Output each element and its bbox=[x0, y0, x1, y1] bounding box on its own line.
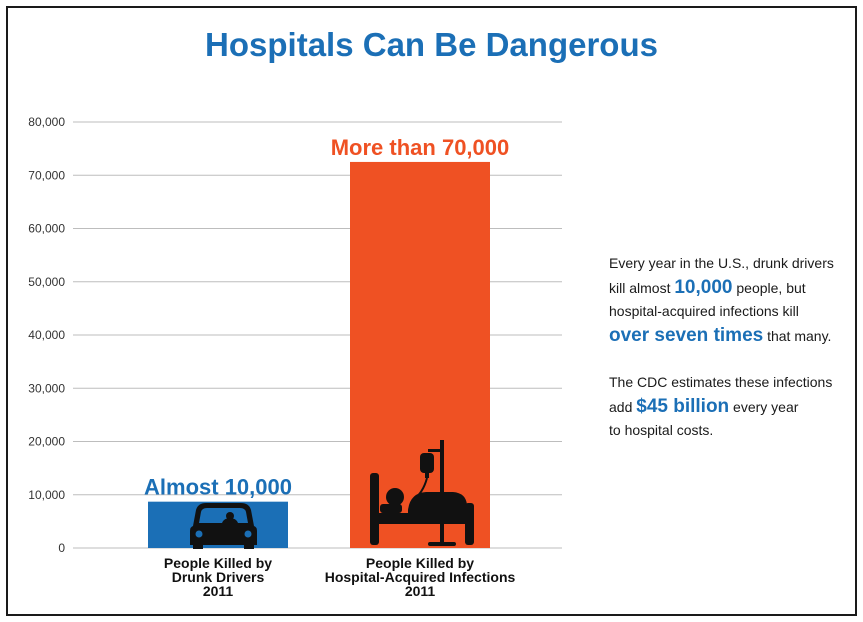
annotation-text: Every year in the U.S., drunk drivers bbox=[609, 255, 834, 271]
y-axis-ticks: 0 10,000 20,000 30,000 40,000 50,000 60,000 70,… bbox=[28, 115, 65, 555]
car-icon bbox=[190, 503, 257, 549]
category-label: People Killed by bbox=[366, 555, 474, 571]
highlight-number: 10,000 bbox=[674, 276, 733, 298]
data-label: More than 70,000 bbox=[331, 135, 510, 160]
annotation-paragraph-2: The CDC estimates these infections add $… bbox=[609, 371, 849, 443]
category-label: People Killed by bbox=[164, 555, 272, 571]
annotation-text: add bbox=[609, 398, 637, 415]
side-annotation: Every year in the U.S., drunk drivers ki… bbox=[609, 252, 849, 466]
y-tick-label: 0 bbox=[58, 541, 65, 555]
annotation-text: people, but bbox=[732, 279, 806, 296]
y-tick-label: 40,000 bbox=[28, 328, 65, 342]
data-label: Almost 10,000 bbox=[144, 475, 292, 500]
highlight-phrase: over seven times bbox=[609, 324, 764, 346]
y-tick-label: 70,000 bbox=[28, 168, 65, 182]
infographic-frame: Hospitals Can Be Dangerous 0 10,000 20,000… bbox=[6, 6, 857, 616]
y-tick-label: 20,000 bbox=[28, 435, 65, 449]
annotation-text: every year bbox=[729, 398, 799, 415]
y-tick-label: 50,000 bbox=[28, 275, 65, 289]
highlight-cost: $45 billion bbox=[636, 395, 730, 417]
y-tick-label: 30,000 bbox=[28, 381, 65, 395]
annotation-text: hospital-acquired infections kill bbox=[609, 303, 799, 319]
category-label: Hospital-Acquired Infections bbox=[325, 569, 516, 585]
y-tick-label: 60,000 bbox=[28, 222, 65, 236]
data-labels: Almost 10,000 More than 70,000 bbox=[144, 135, 509, 500]
bar-icons bbox=[190, 440, 474, 549]
hospital-bed-icon bbox=[370, 440, 474, 546]
category-label: 2011 bbox=[405, 583, 436, 599]
category-label: 2011 bbox=[203, 583, 234, 599]
annotation-text: kill almost bbox=[609, 279, 675, 296]
annotation-paragraph-1: Every year in the U.S., drunk drivers ki… bbox=[609, 252, 849, 348]
annotation-text: The CDC estimates these infections bbox=[609, 374, 833, 390]
y-tick-label: 10,000 bbox=[28, 488, 65, 502]
y-tick-label: 80,000 bbox=[28, 115, 65, 129]
bar-chart: 0 10,000 20,000 30,000 40,000 50,000 60,000 70,… bbox=[28, 115, 562, 599]
chart-title: Hospitals Can Be Dangerous bbox=[205, 26, 658, 63]
annotation-text: that many. bbox=[763, 327, 832, 344]
annotation-text: to hospital costs. bbox=[609, 422, 714, 438]
category-label: Drunk Drivers bbox=[172, 569, 265, 585]
